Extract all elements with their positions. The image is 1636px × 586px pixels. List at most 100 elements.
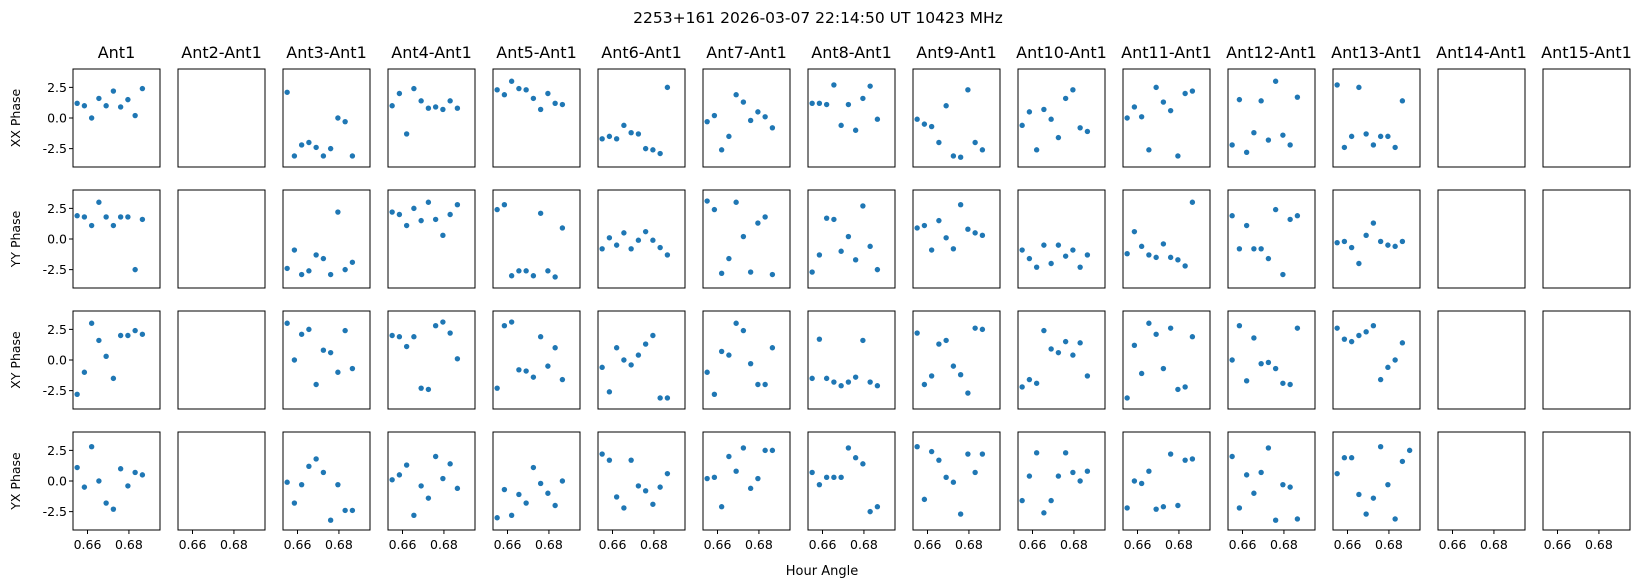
data-point: [327, 271, 334, 278]
data-point: [132, 112, 138, 119]
panel-xx-phase-ant11-ant1: [1122, 68, 1211, 168]
data-point: [718, 504, 725, 510]
panel-frame: [1332, 68, 1421, 168]
data-point: [613, 345, 620, 351]
data-point: [139, 216, 146, 223]
panel-xy-phase-ant8-ant1: [807, 310, 896, 410]
data-point: [650, 147, 656, 153]
x-tick-label: 0.66: [1439, 537, 1467, 552]
data-point: [957, 202, 964, 208]
data-point: [664, 395, 671, 401]
data-point: [1272, 365, 1279, 372]
panel-frame: [1437, 189, 1526, 289]
panel-yx-phase-ant10-ant1: 0.66 0.68: [1017, 431, 1106, 552]
data-point: [411, 512, 417, 518]
data-point: [454, 105, 461, 111]
data-point: [103, 500, 109, 506]
x-tick-label: 0.68: [1375, 537, 1403, 552]
data-point: [852, 455, 859, 461]
panel-xy-phase-ant4-ant1: [387, 310, 476, 410]
data-point: [1294, 325, 1301, 331]
column-title-ant8-ant1: Ant8-Ant1: [811, 43, 892, 62]
x-tick-label: 0.68: [850, 537, 878, 552]
data-point: [1385, 242, 1391, 248]
data-point: [530, 95, 537, 102]
data-point: [298, 271, 305, 278]
data-point: [1167, 254, 1174, 261]
data-point: [823, 375, 830, 382]
data-point: [747, 269, 754, 275]
column-title-ant3-ant1: Ant3-Ant1: [286, 43, 367, 62]
data-point: [1258, 246, 1264, 252]
data-point: [1348, 133, 1355, 140]
data-point: [1124, 251, 1130, 257]
panel-frame: [1542, 189, 1631, 289]
column-title-ant9-ant1: Ant9-Ant1: [916, 43, 997, 62]
data-point: [936, 217, 942, 224]
data-point: [1258, 360, 1264, 367]
data-point: [1265, 359, 1272, 366]
row-label-xx-phase: XX Phase: [8, 88, 23, 147]
data-point: [117, 466, 124, 472]
data-point: [740, 445, 747, 451]
panel-frame: [807, 68, 896, 168]
data-point: [1189, 334, 1196, 340]
data-point: [306, 326, 312, 333]
x-tick-label: 0.68: [640, 537, 668, 552]
data-point: [349, 153, 356, 159]
data-point: [867, 508, 873, 515]
data-point: [454, 202, 461, 208]
x-tick-label: 0.68: [1270, 537, 1298, 552]
data-point: [1131, 228, 1138, 235]
data-point: [635, 237, 642, 243]
panel-xy-phase-ant9-ant1: [912, 310, 1001, 410]
data-point: [711, 474, 718, 481]
data-point: [440, 319, 446, 325]
data-point: [613, 494, 620, 500]
data-point: [1055, 473, 1062, 479]
data-point: [874, 116, 881, 122]
data-point: [81, 214, 88, 220]
data-point: [494, 515, 500, 521]
data-point: [823, 474, 830, 481]
data-point: [664, 84, 671, 91]
data-point: [831, 474, 837, 481]
data-point: [606, 389, 613, 395]
data-point: [628, 130, 634, 136]
panel-frame: [177, 310, 266, 410]
data-point: [132, 266, 138, 273]
data-point: [403, 462, 410, 468]
x-tick-label: 0.68: [325, 537, 353, 552]
data-point: [559, 225, 566, 231]
data-point: [1070, 247, 1076, 253]
data-point: [599, 246, 605, 252]
data-point: [838, 474, 844, 481]
data-point: [1392, 516, 1398, 522]
data-point: [1070, 469, 1076, 476]
panel-frame: [387, 431, 476, 531]
data-point: [1280, 271, 1286, 278]
data-point: [1229, 142, 1235, 148]
data-point: [1334, 470, 1340, 477]
data-point: [432, 216, 439, 223]
column-title-ant5-ant1: Ant5-Ant1: [496, 43, 577, 62]
data-point: [530, 464, 537, 471]
data-point: [928, 123, 935, 130]
data-point: [642, 488, 649, 494]
panel-xx-phase-ant2-ant1: [177, 68, 266, 168]
data-point: [132, 327, 138, 334]
data-point: [1272, 517, 1279, 523]
data-point: [117, 214, 124, 220]
panel-frame: [807, 310, 896, 410]
panel-frame: [807, 189, 896, 289]
data-point: [396, 472, 403, 478]
data-point: [425, 105, 432, 111]
data-point: [972, 469, 978, 476]
data-point: [664, 252, 671, 258]
data-point: [928, 247, 935, 253]
data-point: [606, 235, 613, 241]
data-point: [914, 330, 920, 336]
panel-frame: [597, 431, 686, 531]
panel-frame: [387, 68, 476, 168]
